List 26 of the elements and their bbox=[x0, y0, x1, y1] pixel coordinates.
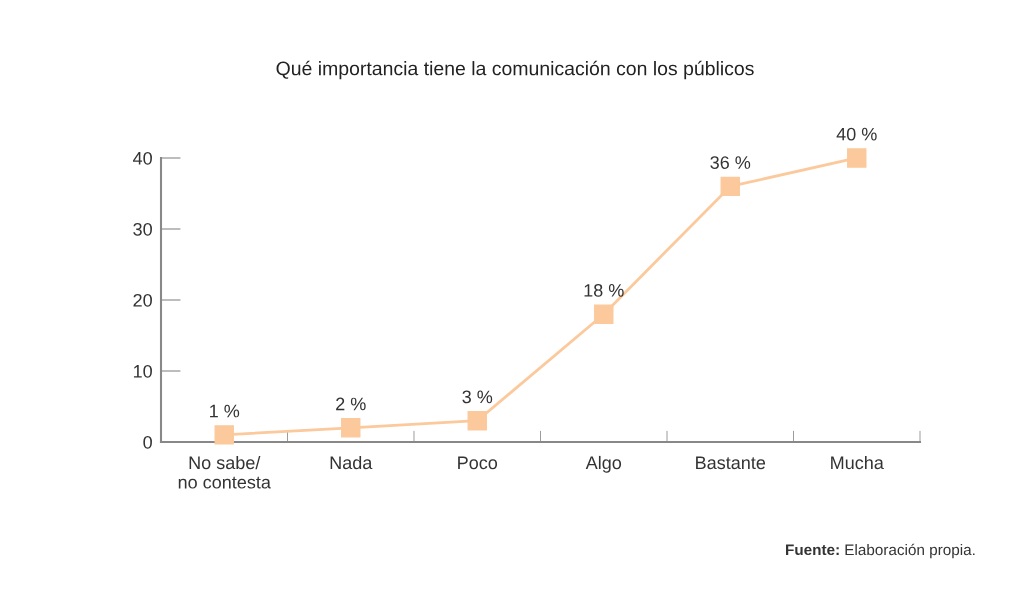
data-label: 40 % bbox=[836, 127, 877, 141]
point bbox=[341, 418, 361, 438]
y-tick-label: 20 bbox=[133, 293, 152, 307]
point bbox=[720, 176, 740, 197]
y-tick-label: 10 bbox=[133, 364, 152, 378]
x-tick-label: Nada bbox=[330, 455, 373, 470]
data-label: 1 % bbox=[210, 404, 240, 418]
data-label: 36 % bbox=[710, 156, 751, 169]
x-tick-label: No sabe/ no contesta bbox=[178, 455, 271, 489]
point bbox=[594, 304, 614, 324]
y-tick-label: 0 bbox=[143, 435, 152, 449]
y-tick-label: 30 bbox=[133, 222, 152, 236]
data-label: 3 % bbox=[462, 390, 493, 404]
data-label: 18 % bbox=[584, 283, 624, 297]
point bbox=[467, 410, 487, 431]
data-label: 2 % bbox=[336, 397, 366, 411]
source-note: Fuente: bbox=[786, 544, 839, 556]
point bbox=[214, 425, 234, 445]
x-tick-label: Bastante bbox=[696, 456, 766, 470]
text: Elaboración propia. bbox=[845, 543, 975, 559]
chart-title: Qué importancia tiene la comunicación con los públicos bbox=[276, 60, 754, 80]
x-tick-label: Mucha bbox=[831, 455, 884, 470]
x-tick-label: Poco bbox=[458, 456, 498, 470]
y-tick-label: 40 bbox=[133, 151, 152, 165]
point bbox=[847, 148, 867, 168]
x-tick-label: Algo bbox=[585, 455, 622, 473]
